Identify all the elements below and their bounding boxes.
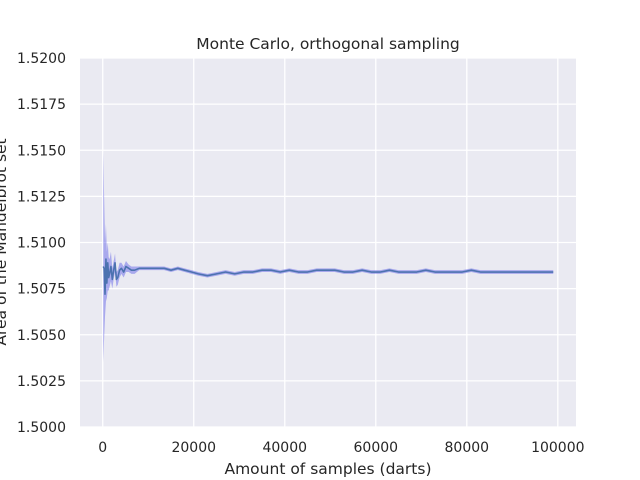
x-tick-label-2: 40000 xyxy=(262,440,307,456)
y-tick-label-1: 1.5025 xyxy=(17,374,66,390)
y-tick-label-3: 1.5075 xyxy=(17,282,66,298)
grid-lines xyxy=(80,57,576,428)
y-tick-label-2: 1.5050 xyxy=(17,328,66,344)
y-axis-ticks: 1.5000 1.5025 1.5050 1.5075 1.5100 1.5125 1.51… xyxy=(17,51,66,436)
x-tick-label-4: 80000 xyxy=(445,440,490,456)
y-tick-label-6: 1.5150 xyxy=(17,143,66,159)
series-lines xyxy=(102,258,554,295)
y-tick-label-8: 1.5200 xyxy=(17,51,66,67)
y-tick-label-0: 1.5000 xyxy=(17,420,66,436)
series-line-0 xyxy=(102,258,554,295)
x-axis-ticks: 0 20000 40000 60000 80000 100000 xyxy=(98,440,584,456)
x-tick-label-5: 100000 xyxy=(531,440,584,456)
chart-title: Monte Carlo, orthogonal sampling xyxy=(196,35,459,53)
x-tick-label-3: 60000 xyxy=(354,440,399,456)
y-tick-label-7: 1.5175 xyxy=(17,97,66,113)
x-axis-label: Amount of samples (darts) xyxy=(224,460,431,478)
y-tick-label-5: 1.5125 xyxy=(17,189,66,205)
y-tick-label-4: 1.5100 xyxy=(17,236,66,252)
y-axis-label: Area of the Mandelbrot set xyxy=(0,138,10,345)
x-tick-label-0: 0 xyxy=(98,440,107,456)
x-tick-label-1: 20000 xyxy=(171,440,216,456)
